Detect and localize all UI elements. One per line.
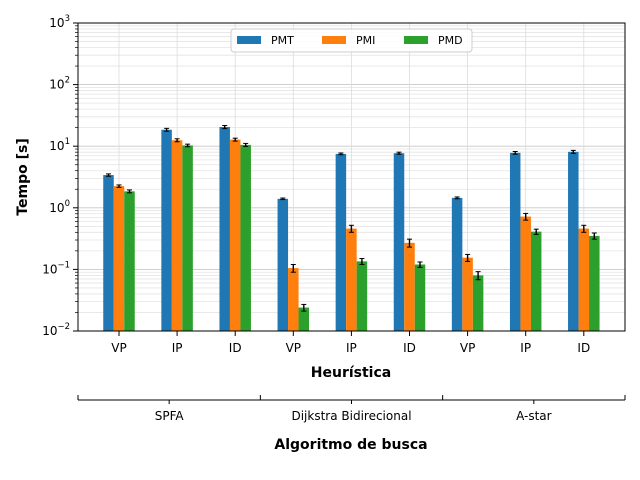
bar-pmt-7 <box>509 152 521 331</box>
bar-pmt-3 <box>277 198 289 331</box>
x-tick-label: ID <box>577 341 590 355</box>
bar-pmd-7 <box>530 231 542 331</box>
x-tick-label: IP <box>520 341 531 355</box>
bar-pmd-6 <box>472 275 484 331</box>
y-tick-label: 10−2 <box>42 322 70 338</box>
x-axis-title: Heurística <box>311 365 391 381</box>
bar-pmd-1 <box>182 145 193 331</box>
y-tick-label: 102 <box>49 76 70 92</box>
bar-pmi-1 <box>171 140 183 331</box>
legend-label-pmd: PMD <box>438 34 463 47</box>
group-label: Dijkstra Bidirecional <box>291 409 411 423</box>
bar-pmi-4 <box>346 228 357 331</box>
x-tick-label: ID <box>403 341 416 355</box>
bar-pmd-8 <box>589 235 600 331</box>
legend-swatch-pmt <box>237 36 261 44</box>
group-label: A-star <box>516 409 552 423</box>
bar-pmt-2 <box>219 126 230 331</box>
legend-swatch-pmi <box>322 36 346 44</box>
y-tick-label: 101 <box>49 137 70 153</box>
bar-pmd-5 <box>414 264 426 331</box>
bar-pmd-4 <box>356 261 368 331</box>
bar-pmi-6 <box>462 257 473 331</box>
bar-layer <box>103 124 600 331</box>
tick-layer: 10−2 10−1 100 101 102 103 VP IP ID VP IP ID VP IP ID <box>42 14 590 355</box>
secondary-x-axis-title: Algoritmo de busca <box>274 437 427 453</box>
y-tick-label: 100 <box>49 199 70 215</box>
bar-pmt-0 <box>103 175 114 331</box>
legend: PMT PMI PMD <box>230 28 473 53</box>
bar-pmt-1 <box>161 129 172 331</box>
group-label: SPFA <box>155 409 185 423</box>
x-tick-label: ID <box>229 341 242 355</box>
bar-pmd-0 <box>124 191 135 331</box>
bar-pmt-4 <box>335 153 347 331</box>
bar-pmi-2 <box>229 139 241 331</box>
bar-pmi-5 <box>404 242 415 331</box>
bar-pmi-3 <box>288 268 299 331</box>
bar-pmd-3 <box>298 307 310 331</box>
x-tick-label: VP <box>286 341 301 355</box>
bar-pmt-8 <box>568 151 579 331</box>
bar-pmd-2 <box>240 144 251 331</box>
bar-pmt-6 <box>451 197 463 331</box>
x-tick-label: VP <box>111 341 126 355</box>
legend-swatch-pmd <box>404 36 428 44</box>
bar-pmi-8 <box>578 228 590 331</box>
legend-box <box>230 28 473 53</box>
legend-label-pmt: PMT <box>271 34 294 47</box>
bar-pmt-5 <box>393 153 405 331</box>
y-axis-title: Tempo [s] <box>15 138 31 215</box>
legend-label-pmi: PMI <box>356 34 375 47</box>
y-tick-label: 103 <box>49 14 70 30</box>
y-tick-label: 10−1 <box>42 260 70 276</box>
x-tick-label: IP <box>346 341 357 355</box>
bar-pmi-0 <box>113 186 125 331</box>
bar-pmi-7 <box>520 216 531 331</box>
x-tick-label: VP <box>460 341 475 355</box>
x-tick-label: IP <box>172 341 183 355</box>
group-axis: SPFA Dijkstra Bidirecional A-star <box>77 395 626 423</box>
